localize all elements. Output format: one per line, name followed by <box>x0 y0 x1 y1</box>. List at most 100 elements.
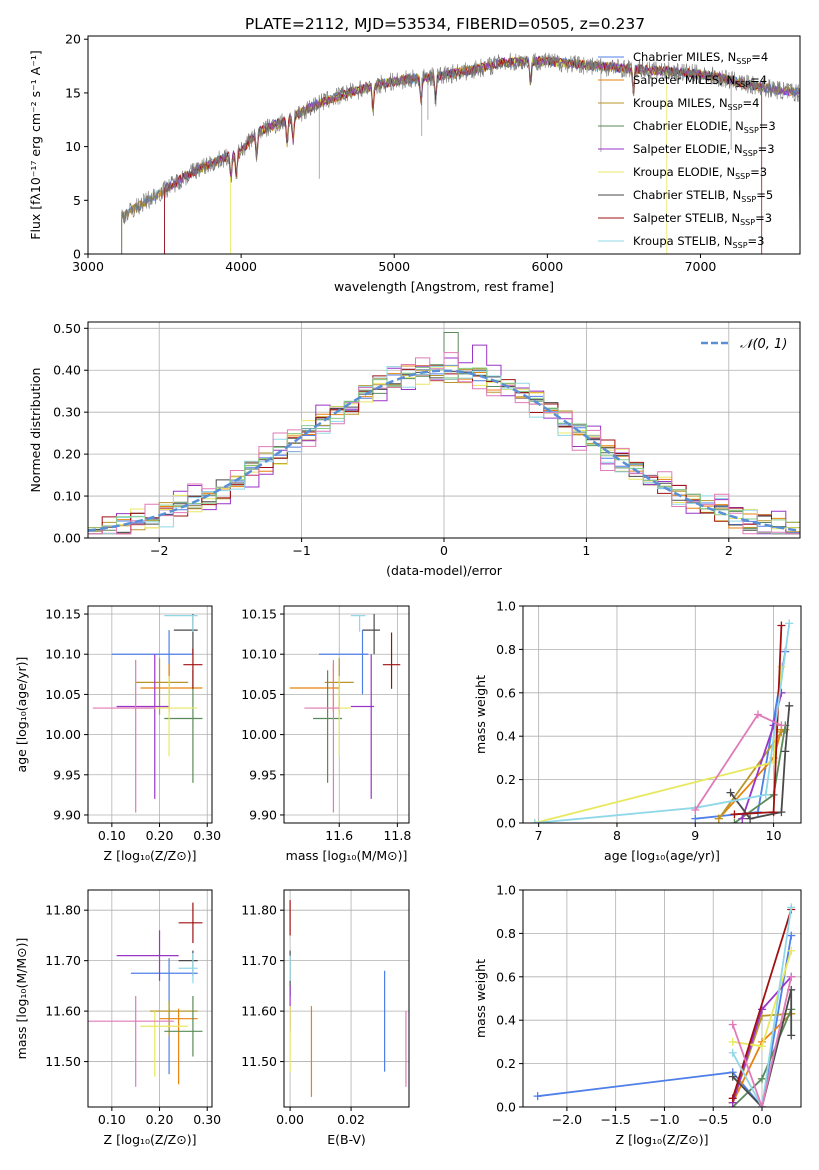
panel-mass_vs_EBV: 0.00 0.02 11.50 11.60 11.70 11.80 E(B-V) <box>241 889 410 1147</box>
mass-weight-marker <box>787 931 796 940</box>
y-tick-label: 9.90 <box>249 807 277 822</box>
observed-spectrum-line <box>121 52 800 254</box>
mass-weight-marker <box>757 1074 766 1083</box>
y-tick-label: 0.50 <box>53 321 81 336</box>
legend-entry: Salpeter ELODIE, NSSP=3 <box>633 142 775 158</box>
x-tick-label: 0.20 <box>146 1112 174 1127</box>
mass-weight-marker <box>761 790 770 799</box>
x-tick-label: −0.5 <box>698 1112 728 1127</box>
panel-age_vs_mass: 11.6 11.8 9.90 9.95 10.00 10.05 10.10 10.15 mass… <box>241 605 411 863</box>
mass-weight-marker <box>777 721 786 730</box>
x-tick-label: 1 <box>582 543 590 558</box>
x-axis-label: E(B-V) <box>327 1132 366 1147</box>
x-axis-label: (data-model)/error <box>386 563 503 578</box>
y-tick-label: 0.40 <box>53 363 81 378</box>
y-tick-label: 0.20 <box>53 447 81 462</box>
y-tick-label: 0.8 <box>496 926 516 941</box>
y-axis-label: Flux [fλ10⁻¹⁷ erg cm⁻² s⁻¹ A⁻¹] <box>28 50 43 239</box>
y-axis-label: age [log₁₀(age/yr)] <box>14 657 29 773</box>
mass-weight-line <box>731 976 793 1107</box>
x-axis-label: Z [log₁₀(Z/Z⊙)] <box>104 848 197 863</box>
x-tick-label: 2 <box>725 543 733 558</box>
x-axis-label: mass [log₁₀(M/M⊙)] <box>286 848 408 863</box>
x-axis-label: Z [log₁₀(Z/Z⊙)] <box>616 1132 709 1147</box>
y-tick-label: 10.15 <box>45 607 81 622</box>
mass-weight-marker <box>728 1037 737 1046</box>
x-tick-label: −1.5 <box>600 1112 630 1127</box>
mass-weight-marker <box>769 808 778 817</box>
y-tick-label: 0.00 <box>53 531 81 546</box>
legend-entry: Kroupa STELIB, NSSP=3 <box>633 234 764 250</box>
x-tick-label: −2 <box>150 543 168 558</box>
y-axis-label: mass weight <box>473 959 488 1038</box>
y-tick-label: 0.4 <box>496 1013 516 1028</box>
y-tick-label: 9.95 <box>53 767 81 782</box>
y-axis-label: mass [log₁₀(M/M⊙)] <box>14 938 29 1060</box>
mass-weight-line <box>537 935 793 1107</box>
x-tick-label: 5000 <box>378 259 410 274</box>
mass-weight-marker <box>691 805 700 814</box>
y-tick-label: 11.60 <box>241 1004 277 1019</box>
legend-entry: 𝒩(0, 1) <box>740 337 787 352</box>
mass-weight-marker <box>785 701 794 710</box>
plot-area-weight_vs_age <box>530 619 794 823</box>
plot-area-mass_vs_EBV <box>289 900 407 1097</box>
histogram-step <box>88 367 800 534</box>
y-tick-label: 11.70 <box>45 953 81 968</box>
normal-reference-curve <box>88 369 800 532</box>
y-tick-label: 1.0 <box>496 599 516 614</box>
x-tick-label: 3000 <box>72 259 104 274</box>
x-tick-label: 0.30 <box>193 828 221 843</box>
mass-weight-marker <box>714 814 723 823</box>
axes-frame <box>283 605 410 824</box>
axes-frame <box>522 605 802 824</box>
x-axis-label: Z [log₁₀(Z/Z⊙)] <box>104 1132 197 1147</box>
panel-residuals: −2 −1 0 1 2 0.00 0.10 0.20 0.30 0.40 0.50 (data-mod… <box>28 321 801 578</box>
y-tick-label: 0.30 <box>53 405 81 420</box>
mass-weight-marker <box>746 814 755 823</box>
y-tick-label: 10.10 <box>45 647 81 662</box>
y-tick-label: 10 <box>65 139 81 154</box>
legend-entry: Salpeter STELIB, NSSP=3 <box>633 211 772 227</box>
legend-entry: Chabrier MILES, NSSP=4 <box>633 50 768 66</box>
x-tick-label: 0 <box>440 543 448 558</box>
mass-weight-marker <box>777 621 786 630</box>
x-tick-label: 0.20 <box>146 828 174 843</box>
x-tick-label: 7000 <box>685 259 717 274</box>
legend-entry: Kroupa ELODIE, NSSP=3 <box>633 165 767 181</box>
x-tick-label: 10 <box>766 828 782 843</box>
plot-area-residuals <box>88 332 800 535</box>
y-tick-label: 0.0 <box>496 816 516 831</box>
mass-weight-marker <box>530 819 539 823</box>
x-tick-label: 7 <box>535 828 543 843</box>
x-tick-label: 0.30 <box>193 1112 221 1127</box>
mass-weight-marker <box>728 1094 737 1103</box>
mass-weight-marker <box>787 1031 796 1040</box>
axes-frame <box>283 889 410 1108</box>
mass-weight-marker <box>728 1048 737 1057</box>
x-tick-label: −2.0 <box>552 1112 582 1127</box>
y-tick-label: 10.00 <box>45 727 81 742</box>
y-tick-label: 10.05 <box>241 687 277 702</box>
y-tick-label: 10.05 <box>45 687 81 702</box>
x-tick-label: 6000 <box>531 259 563 274</box>
x-tick-label: 11.6 <box>325 828 353 843</box>
y-tick-label: 1.0 <box>496 883 516 898</box>
plot-area-age_vs_Z <box>92 614 203 813</box>
figure-title: PLATE=2112, MJD=53534, FIBERID=0505, z=0… <box>245 15 645 33</box>
y-tick-label: 10.00 <box>241 727 277 742</box>
legend-entry: Chabrier ELODIE, NSSP=3 <box>633 119 776 135</box>
x-tick-label: 0.0 <box>752 1112 772 1127</box>
mass-weight-marker <box>730 810 739 819</box>
plot-area-mass_vs_Z <box>88 902 203 1087</box>
y-tick-label: 9.95 <box>249 767 277 782</box>
legend-entry: Kroupa MILES, NSSP=4 <box>633 96 759 112</box>
mass-weight-marker <box>787 972 796 981</box>
mass-weight-marker <box>730 819 739 823</box>
plot-area-age_vs_mass <box>289 614 401 813</box>
axes-frame <box>522 889 802 1108</box>
y-tick-label: 0.8 <box>496 642 516 657</box>
panel-weight_vs_age: 7 8 9 10 0.0 0.2 0.4 0.6 0.8 1.0 age [log₁₀(age/yr… <box>473 599 802 863</box>
mass-weight-marker <box>533 1092 542 1101</box>
